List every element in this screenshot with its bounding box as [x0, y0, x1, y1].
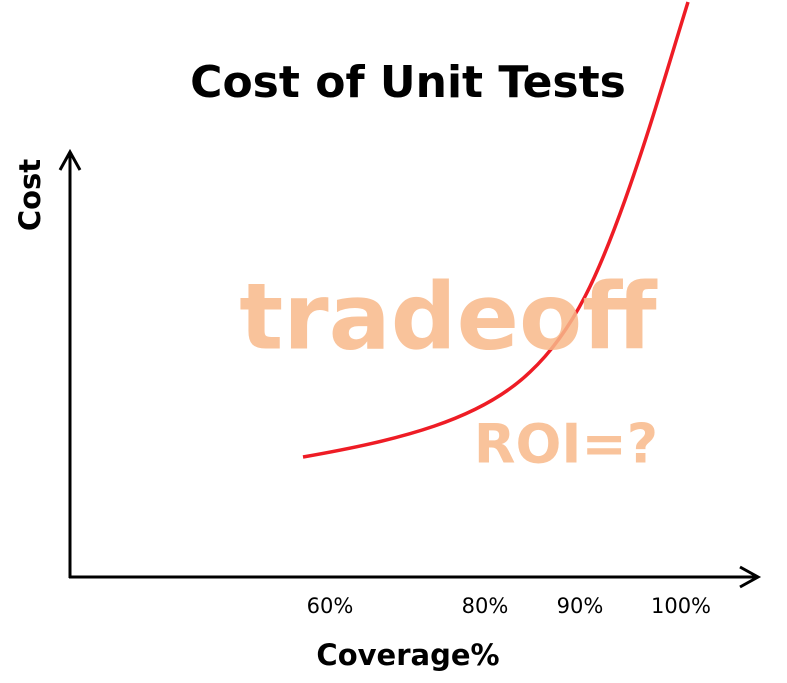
x-tick-label: 90%: [557, 594, 604, 618]
x-tick-label: 100%: [651, 594, 711, 618]
x-axis-label: Coverage%: [316, 638, 499, 672]
cost-curve: [302, 1, 690, 459]
chart-title: Cost of Unit Tests: [190, 57, 626, 108]
x-axis-arrow: [739, 565, 762, 589]
x-tick-label: 60%: [307, 594, 354, 618]
y-axis-label: Cost: [13, 159, 47, 231]
annotation: ROI=?: [474, 413, 658, 476]
x-tick-label: 80%: [462, 594, 509, 618]
y-axis-arrow: [58, 148, 82, 171]
annotation: tradeoff: [239, 263, 658, 370]
